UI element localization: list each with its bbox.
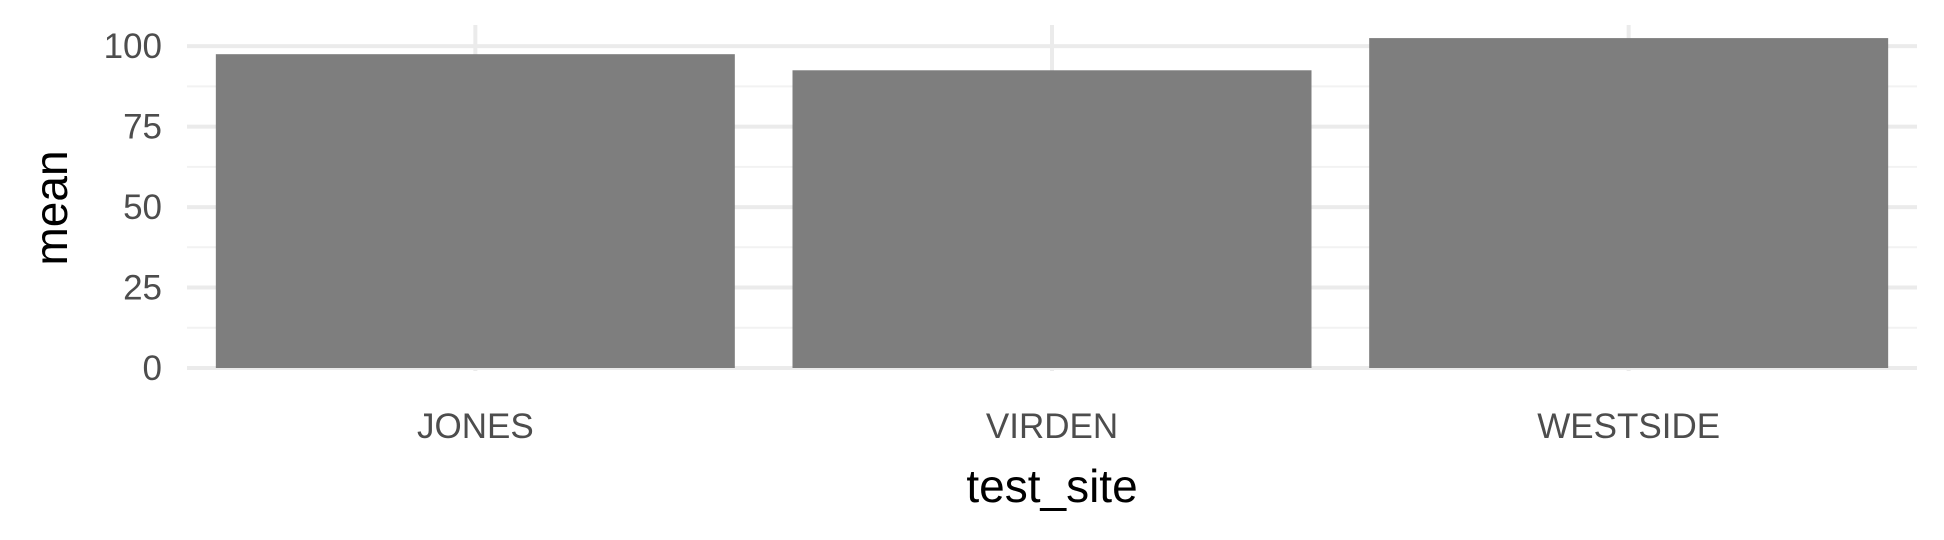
bar-jones (215, 54, 735, 369)
y-tick-label: 25 (123, 269, 162, 308)
x-tick-label: VIRDEN (986, 407, 1118, 446)
y-tick-label: 50 (123, 188, 162, 227)
y-tick-label: 75 (123, 108, 162, 147)
x-axis-ticks: JONES VIRDEN WESTSIDE (417, 407, 1720, 446)
bar-westside (1369, 38, 1889, 369)
y-tick-label: 0 (143, 349, 162, 388)
bars (215, 38, 1889, 369)
y-axis-title: mean (25, 150, 77, 265)
x-axis-title: test_site (966, 460, 1137, 512)
bar-virden (792, 70, 1312, 369)
y-tick-label: 100 (104, 27, 162, 66)
y-axis-ticks: 0 25 50 75 100 (104, 27, 162, 388)
x-tick-label: WESTSIDE (1537, 407, 1720, 446)
x-tick-label: JONES (417, 407, 534, 446)
